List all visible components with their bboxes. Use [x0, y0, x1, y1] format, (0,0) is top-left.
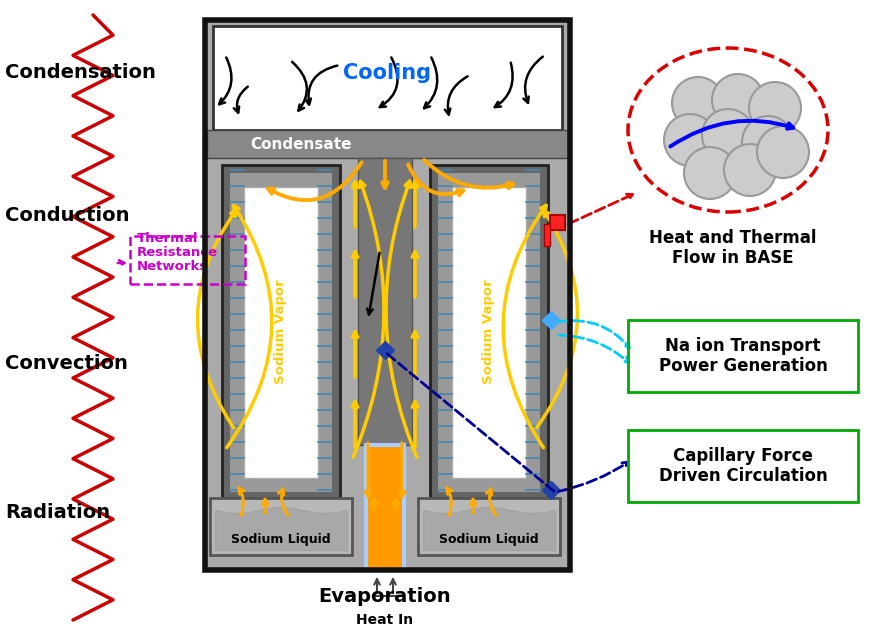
Bar [549, 215, 564, 230]
Text: Sodium Vapor: Sodium Vapor [274, 280, 287, 384]
Text: Heat In: Heat In [356, 613, 413, 627]
Bar [206, 130, 567, 158]
Text: Condensation: Condensation [5, 62, 156, 82]
Bar [430, 165, 548, 500]
Circle shape [683, 147, 735, 199]
Text: Heat and Thermal
Flow in BASE: Heat and Thermal Flow in BASE [649, 229, 816, 268]
Text: Resistance: Resistance [136, 246, 218, 259]
Bar [358, 158, 411, 445]
Text: Cooling: Cooling [343, 63, 431, 83]
Bar [229, 173, 331, 492]
Bar [366, 445, 403, 570]
Text: Na ion Transport
Power Generation: Na ion Transport Power Generation [657, 336, 827, 375]
Circle shape [756, 126, 808, 178]
Bar [205, 20, 570, 570]
Bar [213, 26, 562, 130]
Text: Thermal: Thermal [136, 232, 198, 245]
Circle shape [748, 82, 800, 134]
Text: Convection: Convection [5, 354, 128, 373]
Bar [627, 320, 857, 392]
Bar [130, 236, 245, 284]
Text: Evaporation: Evaporation [318, 587, 451, 606]
Circle shape [701, 109, 753, 161]
Text: Condensate: Condensate [250, 136, 351, 152]
Bar [205, 20, 570, 570]
Circle shape [664, 114, 715, 166]
Circle shape [672, 77, 723, 129]
Text: Networks: Networks [136, 260, 208, 273]
Bar [543, 224, 549, 246]
Bar [627, 430, 857, 502]
Text: Conduction: Conduction [5, 206, 129, 224]
Text: Sodium Liquid: Sodium Liquid [231, 534, 330, 547]
Bar [244, 187, 318, 478]
Text: Capillary Force
Driven Circulation: Capillary Force Driven Circulation [658, 447, 827, 485]
Bar [452, 187, 525, 478]
Text: Radiation: Radiation [5, 503, 110, 522]
Bar [222, 165, 339, 500]
Circle shape [711, 74, 763, 126]
Bar [210, 498, 352, 555]
Bar [438, 173, 540, 492]
Text: Sodium Liquid: Sodium Liquid [439, 534, 538, 547]
Bar [417, 498, 559, 555]
Circle shape [723, 144, 775, 196]
Circle shape [742, 116, 793, 168]
Text: Sodium Vapor: Sodium Vapor [482, 280, 495, 384]
